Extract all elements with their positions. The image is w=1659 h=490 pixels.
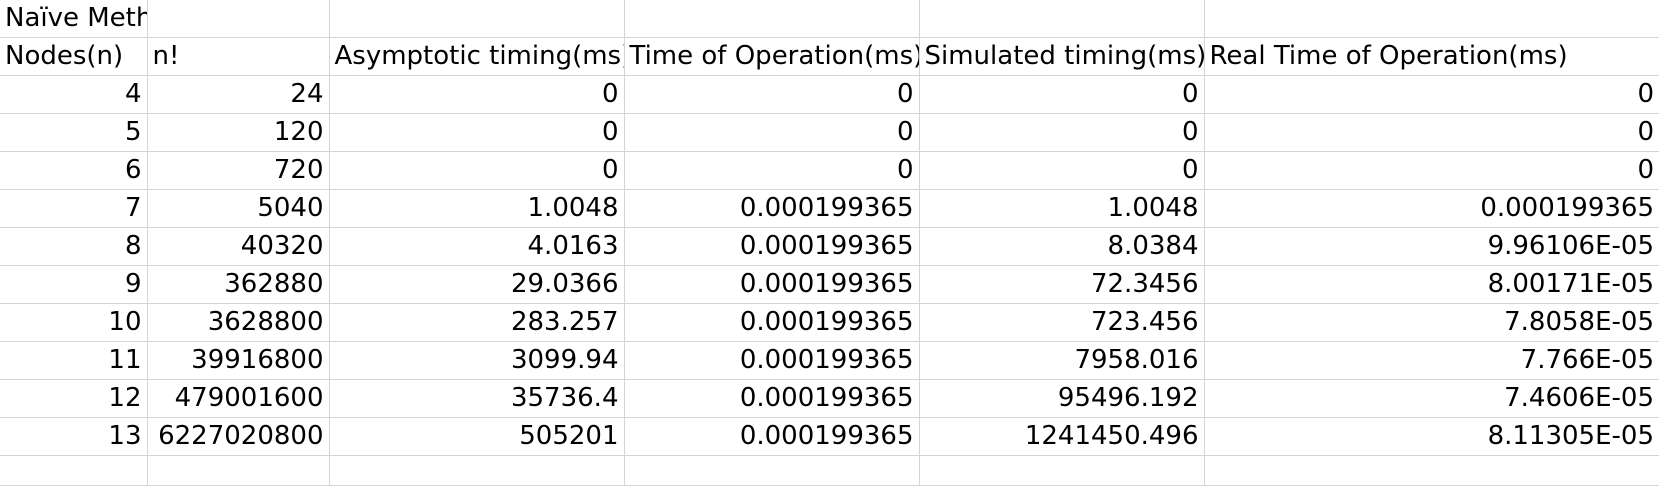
cell-empty[interactable]	[328, 455, 625, 486]
cell-nodes[interactable]: 8	[0, 227, 148, 266]
table-row: 13 6227020800 505201 0.000199365 1241450.496…	[0, 417, 1659, 456]
cell-asymptotic-timing[interactable]: 283.257	[328, 303, 625, 342]
cell-factorial[interactable]: 24	[146, 75, 330, 114]
cell-asymptotic-timing[interactable]: 0	[328, 151, 625, 190]
header-cell-real-time-of-operation[interactable]: Real Time of Operation(ms)	[1203, 37, 1659, 76]
table-row: 8 40320 4.0163 0.000199365 8.0384 9.96106E-05	[0, 227, 1659, 266]
cell-nodes[interactable]: 4	[0, 75, 148, 114]
cell-asymptotic-timing[interactable]: 3099.94	[328, 341, 625, 380]
header-cell-factorial[interactable]: n!	[146, 37, 330, 76]
cell-factorial[interactable]: 39916800	[146, 341, 330, 380]
cell-simulated-timing[interactable]: 1.0048	[918, 189, 1205, 228]
cell-time-of-operation[interactable]: 0.000199365	[623, 189, 920, 228]
cell-time-of-operation[interactable]: 0	[623, 151, 920, 190]
cell-title[interactable]: Naïve Method	[0, 0, 148, 38]
table-row: 5 120 0 0 0 0	[0, 113, 1659, 152]
cell-simulated-timing[interactable]: 0	[918, 151, 1205, 190]
cell-simulated-timing[interactable]: 72.3456	[918, 265, 1205, 304]
cell-empty[interactable]	[0, 455, 148, 486]
cell-empty[interactable]	[146, 0, 330, 38]
cell-factorial[interactable]: 6227020800	[146, 417, 330, 456]
cell-time-of-operation[interactable]: 0.000199365	[623, 417, 920, 456]
cell-factorial[interactable]: 479001600	[146, 379, 330, 418]
cell-real-time-of-operation[interactable]: 0	[1203, 75, 1659, 114]
header-row: Nodes(n) n! Asymptotic timing(ms) Time o…	[0, 37, 1659, 76]
cell-simulated-timing[interactable]: 8.0384	[918, 227, 1205, 266]
header-cell-nodes[interactable]: Nodes(n)	[0, 37, 148, 76]
title-row: Naïve Method	[0, 0, 1659, 38]
empty-row	[0, 455, 1659, 486]
cell-nodes[interactable]: 9	[0, 265, 148, 304]
header-cell-asymptotic-timing[interactable]: Asymptotic timing(ms)	[328, 37, 625, 76]
cell-time-of-operation[interactable]: 0	[623, 113, 920, 152]
cell-real-time-of-operation[interactable]: 7.8058E-05	[1203, 303, 1659, 342]
cell-factorial[interactable]: 120	[146, 113, 330, 152]
cell-real-time-of-operation[interactable]: 8.00171E-05	[1203, 265, 1659, 304]
cell-time-of-operation[interactable]: 0.000199365	[623, 227, 920, 266]
table-row: 4 24 0 0 0 0	[0, 75, 1659, 114]
cell-empty[interactable]	[328, 0, 625, 38]
header-cell-simulated-timing[interactable]: Simulated timing(ms)	[918, 37, 1205, 76]
cell-nodes[interactable]: 5	[0, 113, 148, 152]
cell-empty[interactable]	[623, 0, 920, 38]
cell-asymptotic-timing[interactable]: 4.0163	[328, 227, 625, 266]
table-row: 7 5040 1.0048 0.000199365 1.0048 0.000199365	[0, 189, 1659, 228]
cell-empty[interactable]	[918, 455, 1205, 486]
cell-real-time-of-operation[interactable]: 0	[1203, 113, 1659, 152]
cell-real-time-of-operation[interactable]: 8.11305E-05	[1203, 417, 1659, 456]
cell-simulated-timing[interactable]: 1241450.496	[918, 417, 1205, 456]
cell-time-of-operation[interactable]: 0.000199365	[623, 265, 920, 304]
cell-nodes[interactable]: 13	[0, 417, 148, 456]
cell-real-time-of-operation[interactable]: 0.000199365	[1203, 189, 1659, 228]
table-row: 11 39916800 3099.94 0.000199365 7958.016 7.76…	[0, 341, 1659, 380]
cell-empty[interactable]	[918, 0, 1205, 38]
cell-factorial[interactable]: 3628800	[146, 303, 330, 342]
cell-time-of-operation[interactable]: 0.000199365	[623, 341, 920, 380]
cell-time-of-operation[interactable]: 0	[623, 75, 920, 114]
cell-real-time-of-operation[interactable]: 7.766E-05	[1203, 341, 1659, 380]
table-row: 12 479001600 35736.4 0.000199365 95496.192 7.…	[0, 379, 1659, 418]
cell-asymptotic-timing[interactable]: 35736.4	[328, 379, 625, 418]
cell-simulated-timing[interactable]: 0	[918, 113, 1205, 152]
cell-asymptotic-timing[interactable]: 505201	[328, 417, 625, 456]
cell-simulated-timing[interactable]: 0	[918, 75, 1205, 114]
cell-simulated-timing[interactable]: 95496.192	[918, 379, 1205, 418]
cell-nodes[interactable]: 6	[0, 151, 148, 190]
cell-time-of-operation[interactable]: 0.000199365	[623, 379, 920, 418]
cell-real-time-of-operation[interactable]: 0	[1203, 151, 1659, 190]
cell-nodes[interactable]: 12	[0, 379, 148, 418]
cell-real-time-of-operation[interactable]: 7.4606E-05	[1203, 379, 1659, 418]
cell-simulated-timing[interactable]: 7958.016	[918, 341, 1205, 380]
cell-time-of-operation[interactable]: 0.000199365	[623, 303, 920, 342]
cell-simulated-timing[interactable]: 723.456	[918, 303, 1205, 342]
table-row: 9 362880 29.0366 0.000199365 72.3456 8.00171E…	[0, 265, 1659, 304]
cell-real-time-of-operation[interactable]: 9.96106E-05	[1203, 227, 1659, 266]
cell-factorial[interactable]: 362880	[146, 265, 330, 304]
cell-empty[interactable]	[146, 455, 330, 486]
cell-asymptotic-timing[interactable]: 0	[328, 75, 625, 114]
cell-factorial[interactable]: 720	[146, 151, 330, 190]
cell-nodes[interactable]: 11	[0, 341, 148, 380]
cell-empty[interactable]	[623, 455, 920, 486]
cell-asymptotic-timing[interactable]: 0	[328, 113, 625, 152]
table-row: 6 720 0 0 0 0	[0, 151, 1659, 190]
cell-empty[interactable]	[1203, 455, 1659, 486]
table-row: 10 3628800 283.257 0.000199365 723.456 7.8058…	[0, 303, 1659, 342]
cell-asymptotic-timing[interactable]: 29.0366	[328, 265, 625, 304]
cell-factorial[interactable]: 5040	[146, 189, 330, 228]
cell-asymptotic-timing[interactable]: 1.0048	[328, 189, 625, 228]
header-cell-time-of-operation[interactable]: Time of Operation(ms)	[623, 37, 920, 76]
cell-empty[interactable]	[1203, 0, 1659, 38]
cell-nodes[interactable]: 10	[0, 303, 148, 342]
cell-factorial[interactable]: 40320	[146, 227, 330, 266]
cell-nodes[interactable]: 7	[0, 189, 148, 228]
